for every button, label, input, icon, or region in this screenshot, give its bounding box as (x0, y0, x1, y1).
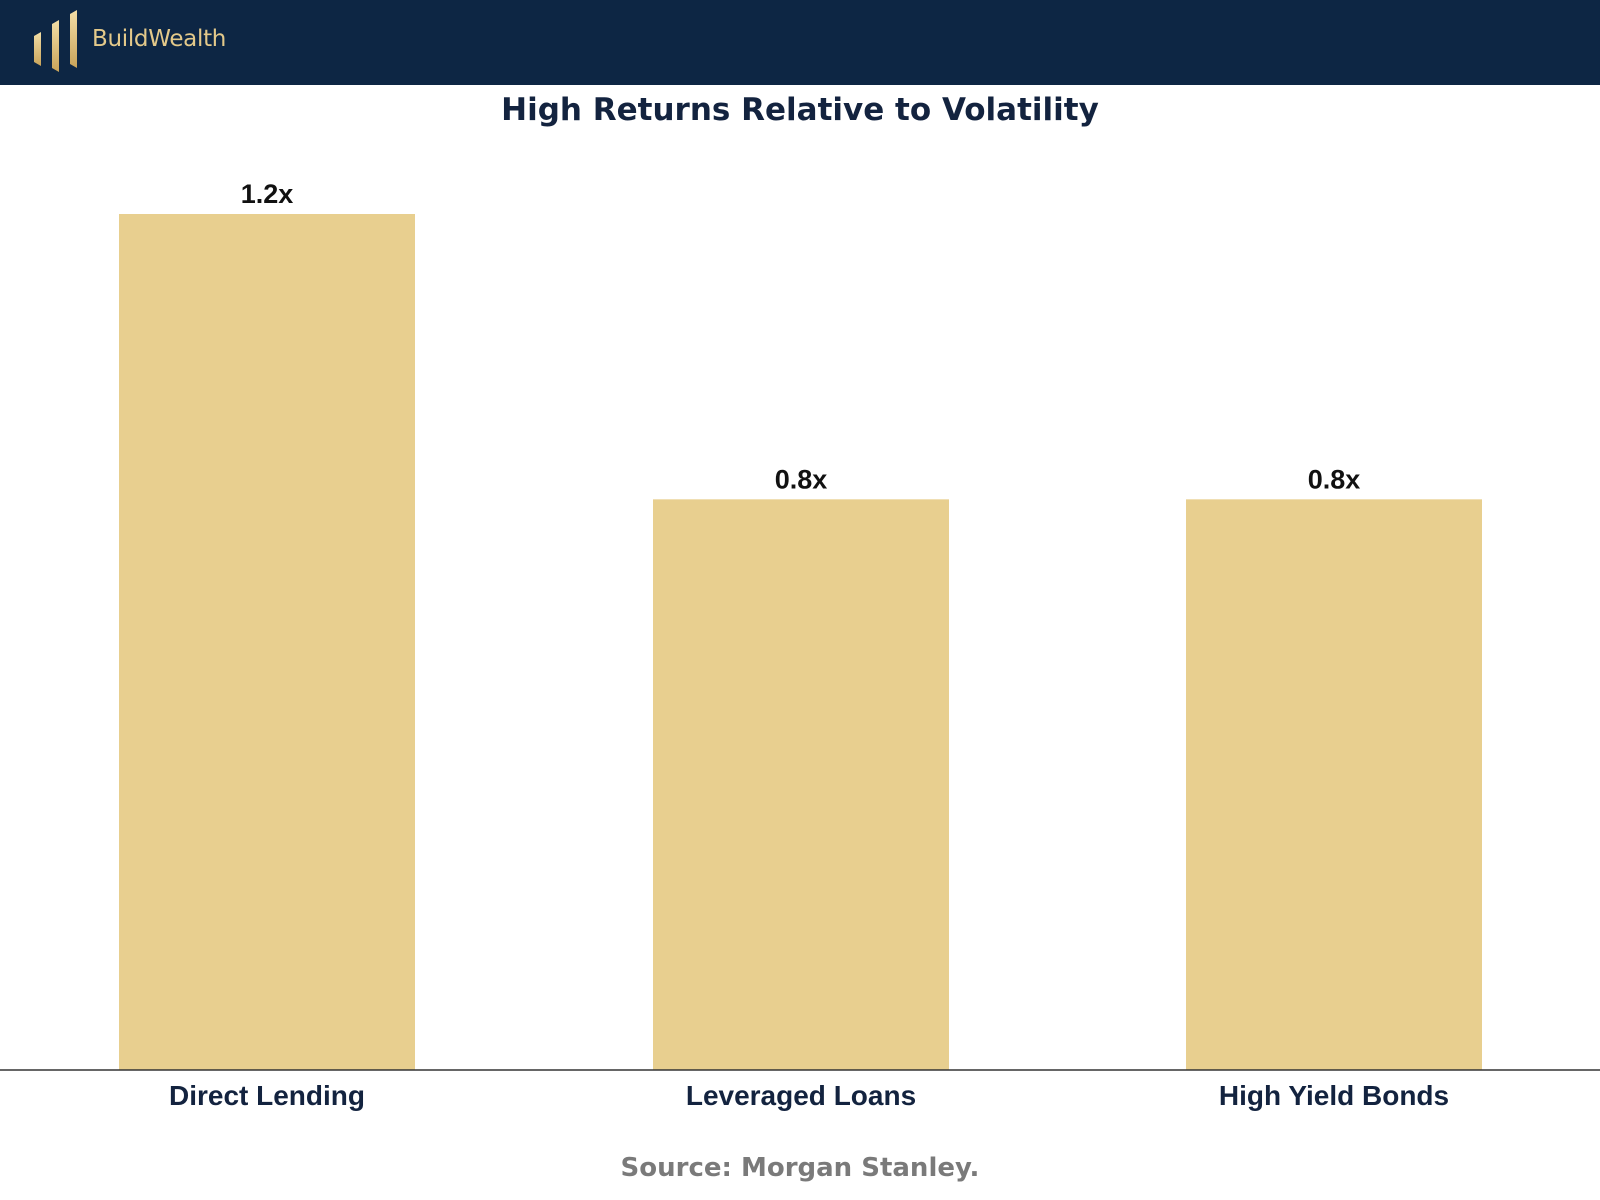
bar-leveraged-loans (653, 499, 949, 1070)
category-label: High Yield Bonds (1219, 1080, 1449, 1111)
category-label: Leveraged Loans (686, 1080, 916, 1111)
source-note: Source: Morgan Stanley. (620, 1153, 980, 1183)
bar-direct-lending (119, 214, 415, 1070)
brand-name: BuildWealth (92, 26, 227, 52)
data-label: 1.2x (241, 179, 294, 209)
category-label: Direct Lending (169, 1080, 365, 1111)
bar-high-yield-bonds (1186, 499, 1482, 1070)
chart-title: High Returns Relative to Volatility (501, 92, 1099, 128)
bar-columns-logo-icon (34, 10, 77, 72)
data-label: 0.8x (1308, 464, 1361, 494)
data-label: 0.8x (775, 464, 828, 494)
header-bar: BuildWealth (0, 0, 1600, 85)
